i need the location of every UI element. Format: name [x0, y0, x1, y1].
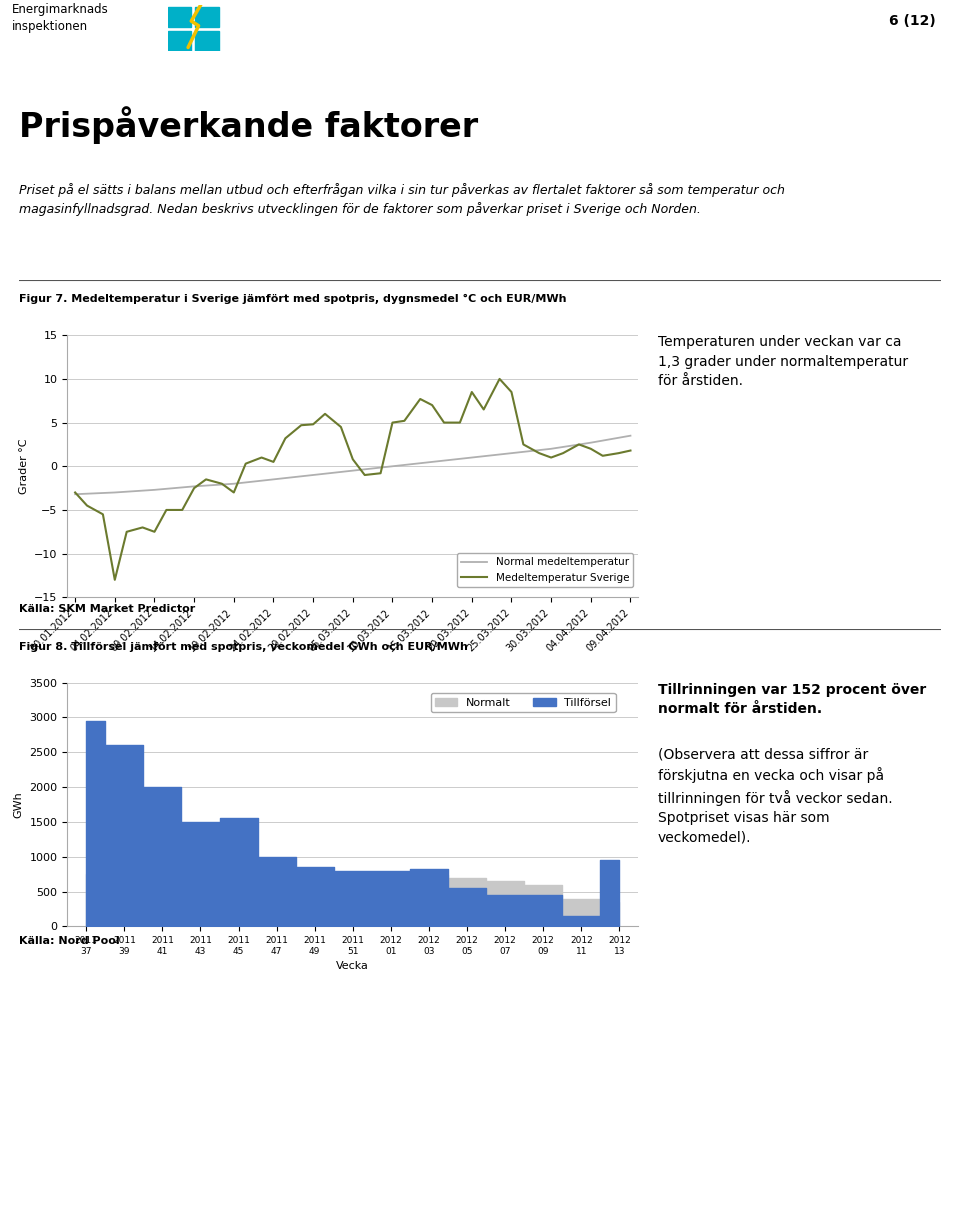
Y-axis label: Grader °C: Grader °C — [18, 439, 29, 494]
Text: Källa: Nord Pool: Källa: Nord Pool — [19, 936, 120, 946]
Legend: Normalt, Tillförsel: Normalt, Tillförsel — [431, 694, 615, 712]
Bar — [168, 7, 191, 27]
Text: Temperaturen under veckan var ca
1,3 grader under normaltemperatur
för årstiden.: Temperaturen under veckan var ca 1,3 gra… — [658, 335, 908, 388]
Text: Figur 8. Tillförsel jämfört med spotpris, veckomedel GWh och EUR/MWh: Figur 8. Tillförsel jämfört med spotpris… — [19, 642, 468, 652]
Text: 6 (12): 6 (12) — [889, 13, 936, 28]
Bar — [196, 7, 219, 27]
Text: Energimarknads
inspektionen: Energimarknads inspektionen — [12, 2, 108, 33]
Bar — [196, 30, 219, 51]
X-axis label: Vecka: Vecka — [336, 961, 370, 972]
Y-axis label: GWh: GWh — [13, 791, 24, 818]
Text: Figur 7. Medeltemperatur i Sverige jämfört med spotpris, dygnsmedel °C och EUR/M: Figur 7. Medeltemperatur i Sverige jämfö… — [19, 294, 566, 304]
Text: Prispåverkande faktorer: Prispåverkande faktorer — [19, 106, 478, 144]
Text: Priset på el sätts i balans mellan utbud och efterfrågan vilka i sin tur påverka: Priset på el sätts i balans mellan utbud… — [19, 183, 785, 216]
Text: Tillrinningen var 152 procent över
normalt för årstiden.: Tillrinningen var 152 procent över norma… — [658, 683, 925, 716]
Bar — [168, 30, 191, 51]
Text: (Observera att dessa siffror är
förskjutna en vecka och visar på
tillrinningen f: (Observera att dessa siffror är förskjut… — [658, 747, 892, 845]
Text: Källa: SKM Market Predictor: Källa: SKM Market Predictor — [19, 605, 196, 614]
Legend: Normal medeltemperatur, Medeltemperatur Sverige: Normal medeltemperatur, Medeltemperatur … — [457, 553, 634, 586]
